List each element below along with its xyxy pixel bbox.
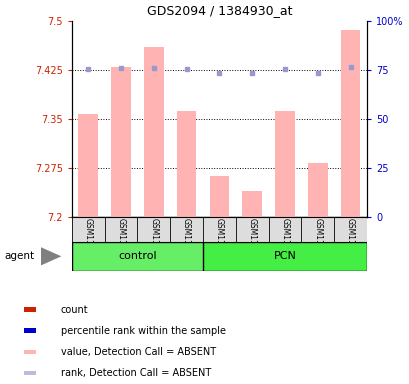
Bar <box>301 217 333 242</box>
Title: GDS2094 / 1384930_at: GDS2094 / 1384930_at <box>146 4 291 17</box>
Bar <box>104 217 137 242</box>
Text: percentile rank within the sample: percentile rank within the sample <box>61 326 225 336</box>
Bar <box>242 191 261 217</box>
Bar <box>25 349 36 354</box>
Bar <box>144 46 163 217</box>
Text: count: count <box>61 305 88 314</box>
Bar <box>340 30 360 217</box>
Text: GSM111902: GSM111902 <box>280 218 289 264</box>
Polygon shape <box>41 247 61 265</box>
Text: GSM111892: GSM111892 <box>116 218 125 264</box>
Text: GSM111906: GSM111906 <box>345 218 354 264</box>
Bar <box>25 371 36 375</box>
Text: agent: agent <box>4 251 34 262</box>
Bar <box>137 217 170 242</box>
Bar <box>202 217 235 242</box>
Bar <box>274 111 294 217</box>
Bar <box>202 242 366 271</box>
Bar <box>170 217 202 242</box>
Bar <box>111 67 130 217</box>
Bar <box>209 177 229 217</box>
Text: control: control <box>118 251 156 262</box>
Text: GSM111904: GSM111904 <box>312 218 321 264</box>
Bar <box>307 163 327 217</box>
Bar <box>25 307 36 312</box>
Bar <box>235 217 268 242</box>
Bar <box>268 217 301 242</box>
Text: rank, Detection Call = ABSENT: rank, Detection Call = ABSENT <box>61 368 211 378</box>
Bar <box>72 217 104 242</box>
Text: GSM111894: GSM111894 <box>149 218 158 264</box>
Text: value, Detection Call = ABSENT: value, Detection Call = ABSENT <box>61 347 216 357</box>
Bar <box>72 242 202 271</box>
Text: GSM111889: GSM111889 <box>83 218 92 264</box>
Text: GSM111898: GSM111898 <box>214 218 223 264</box>
Bar <box>176 111 196 217</box>
Text: PCN: PCN <box>273 251 296 262</box>
Bar <box>25 328 36 333</box>
Text: GSM111896: GSM111896 <box>182 218 191 264</box>
Bar <box>78 114 98 217</box>
Text: GSM111900: GSM111900 <box>247 218 256 264</box>
Bar <box>333 217 366 242</box>
